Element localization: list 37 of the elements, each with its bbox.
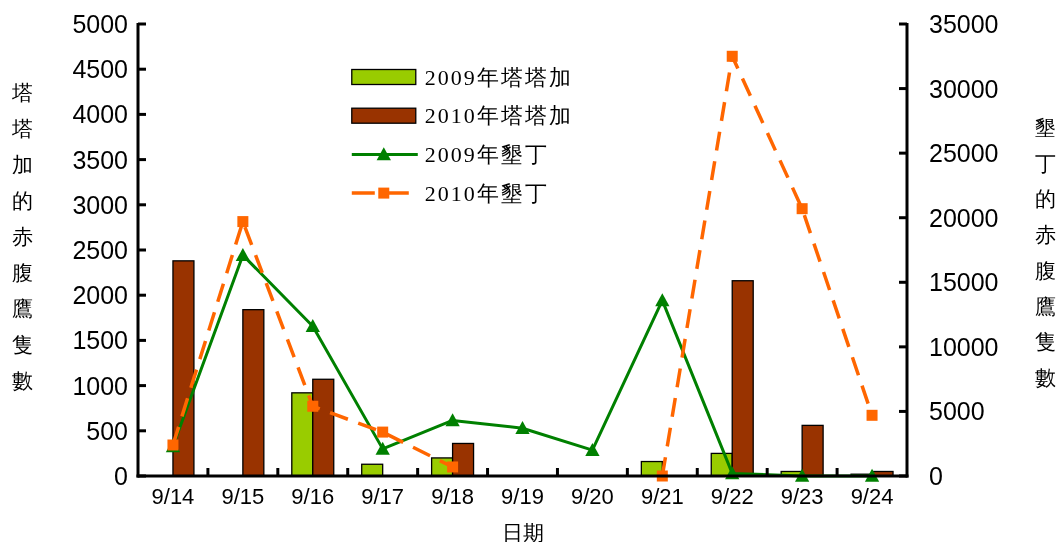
- xtick: 9/15: [221, 484, 265, 509]
- ytick: 0: [114, 462, 128, 490]
- xtick: 9/18: [431, 484, 474, 509]
- xtick: 9/24: [850, 484, 894, 509]
- ytick: 500: [86, 416, 128, 445]
- xtick: 9/14: [151, 484, 195, 509]
- ytick: 4000: [72, 100, 128, 129]
- ytick: 3500: [72, 145, 128, 174]
- xtick: 9/23: [780, 484, 824, 509]
- legend-label: 2010年墾丁: [424, 180, 549, 206]
- xtick: 9/21: [640, 484, 684, 509]
- ytick: 2500: [72, 236, 128, 264]
- xtick: 9/20: [571, 484, 614, 509]
- xtick: 9/22: [710, 484, 754, 509]
- y2tick: 25000: [929, 139, 999, 168]
- ytick: 3000: [72, 190, 128, 219]
- y2tick: 15000: [929, 268, 999, 297]
- legend-label: 2009年塔塔加: [424, 64, 573, 90]
- ytick: 1500: [72, 326, 128, 355]
- ytick: 2000: [72, 281, 128, 310]
- xlabel: 日期: [501, 521, 544, 542]
- ytick: 4500: [72, 55, 128, 84]
- xtick: 9/17: [361, 484, 405, 509]
- ylabel: 塔塔加的赤腹鷹隻數: [11, 81, 33, 393]
- y2tick: 10000: [929, 332, 999, 361]
- ytick: 1000: [72, 371, 128, 400]
- xtick: 9/16: [291, 484, 335, 509]
- ytick: 5000: [72, 10, 128, 38]
- legend-label: 2009年墾丁: [424, 141, 549, 167]
- y2tick: 20000: [929, 203, 999, 232]
- y2tick: 0: [929, 462, 943, 490]
- y2tick: 35000: [929, 10, 999, 38]
- y2tick: 30000: [929, 74, 999, 103]
- y2label: 墾丁的赤腹鷹隻數: [1034, 116, 1056, 390]
- legend-label: 2010年塔塔加: [424, 103, 573, 129]
- xtick: 9/19: [501, 484, 544, 509]
- y2tick: 5000: [929, 397, 985, 426]
